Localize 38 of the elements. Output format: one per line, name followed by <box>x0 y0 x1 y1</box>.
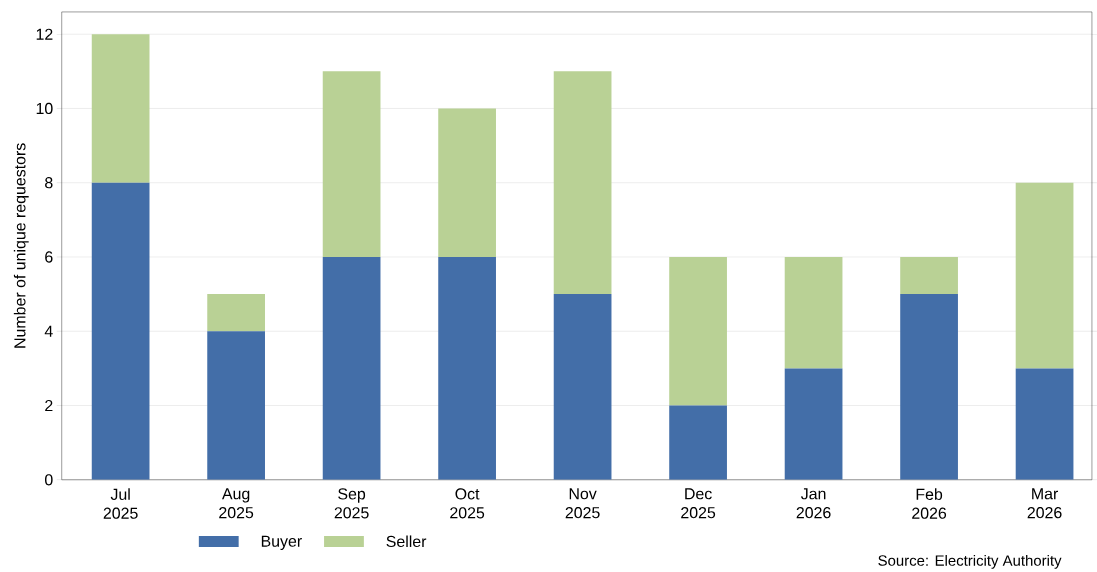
bar <box>322 71 381 257</box>
y-tick-label: 2 <box>45 399 53 412</box>
x-tick-label: Feb 2026 <box>912 488 947 519</box>
bar <box>553 71 612 295</box>
bar <box>900 294 958 480</box>
x-tick-label: Oct 2025 <box>450 488 485 519</box>
bar <box>1015 368 1074 480</box>
bar <box>91 182 150 480</box>
bar <box>1015 182 1074 369</box>
y-tick-label: 8 <box>45 177 53 189</box>
bar <box>438 108 496 257</box>
legend-label: Seller <box>386 535 427 548</box>
y-axis-title: Number of unique requestors <box>13 143 29 348</box>
x-tick-label: Jul 2025 <box>103 488 138 519</box>
bar <box>784 256 843 369</box>
x-tick-label: Mar 2026 <box>1027 488 1062 519</box>
x-tick-label: Sep 2025 <box>334 488 369 519</box>
y-tick-label: 12 <box>36 28 53 40</box>
bar <box>322 256 381 480</box>
y-tick-label: 10 <box>36 102 53 115</box>
bar <box>784 368 843 480</box>
y-tick-label: 6 <box>45 251 53 263</box>
source-note: Source: Electricity Authority <box>878 554 1062 569</box>
bar <box>91 34 150 183</box>
bar <box>669 256 727 406</box>
bar <box>438 256 496 480</box>
bar <box>207 331 265 480</box>
bar <box>207 294 265 332</box>
bar <box>900 256 958 295</box>
x-tick-label: Jan 2026 <box>796 488 831 519</box>
x-tick-label: Nov 2025 <box>565 488 600 519</box>
legend-label: Buyer <box>261 535 302 550</box>
bar <box>669 405 727 480</box>
y-tick-label: 4 <box>44 325 53 337</box>
bar <box>553 294 612 480</box>
x-tick-label: Aug 2025 <box>219 488 254 519</box>
x-tick-label: Dec 2025 <box>681 488 716 519</box>
y-tick-label: 0 <box>45 474 53 486</box>
